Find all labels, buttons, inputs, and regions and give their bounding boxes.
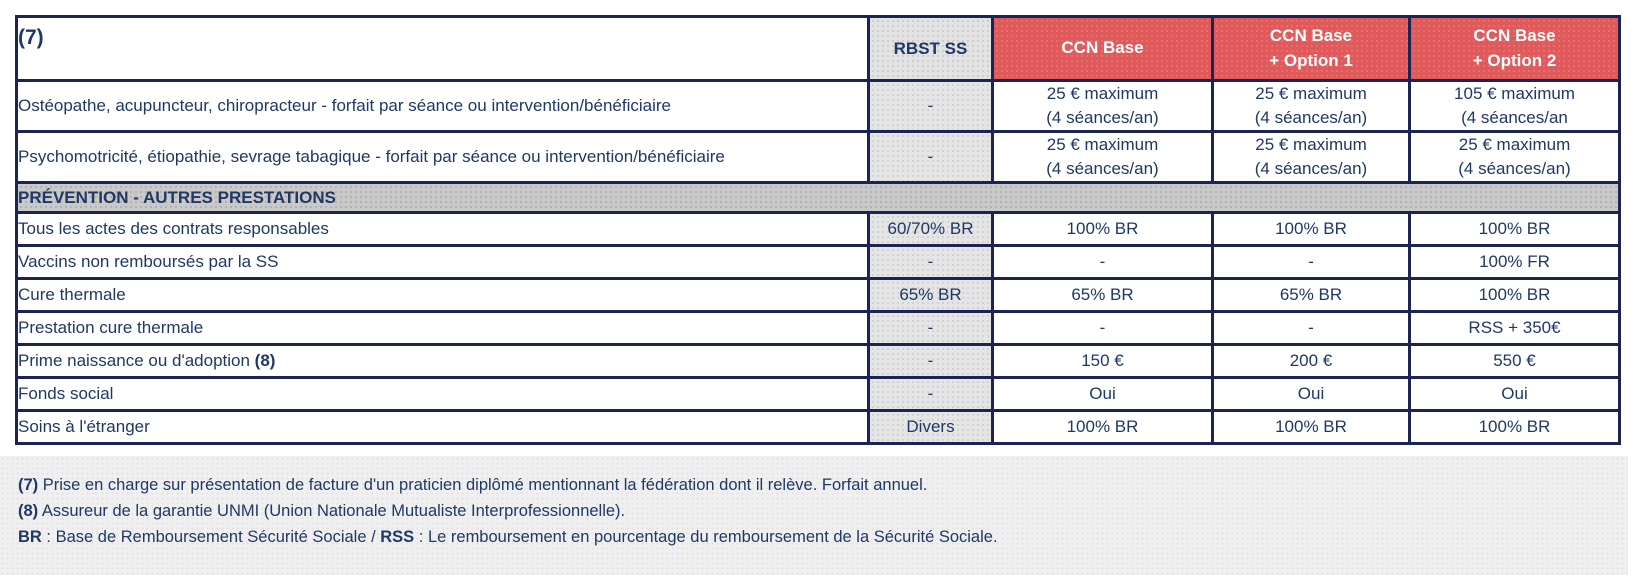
table-row: Prime naissance ou d'adoption (8) -150 €2…	[15, 343, 1621, 379]
value-cell: RSS + 350€	[1408, 310, 1621, 346]
column-header-ccn-base: CCN Base	[991, 15, 1214, 82]
footnote-line: (8) Assureur de la garantie UNMI (Union …	[18, 502, 626, 520]
value-cell: 200 €	[1211, 343, 1411, 379]
column-header-ccn-base-option-1: CCN Base + Option 1	[1211, 15, 1411, 82]
table-row: Cure thermale 65% BR 65% BR 65% BR 100% BR	[15, 277, 1621, 313]
value-cell: 105 € maximum (4 séances/an	[1408, 79, 1621, 133]
value-cell: 65% BR	[991, 277, 1214, 313]
rbst-value-cell: 60/70% BR	[867, 211, 994, 247]
value-cell: 100% BR	[1408, 277, 1621, 313]
value-cell: 25 € maximum (4 séances/an)	[991, 130, 1214, 184]
row-label: Prime naissance ou d'adoption (8)	[15, 343, 870, 379]
row-label: Cure thermale	[15, 277, 870, 313]
table-row: Tous les actes des contrats responsables…	[15, 211, 1621, 247]
value-cell: 100% BR	[1408, 409, 1621, 445]
row-label: Ostéopathe, acupuncteur, chiropracteur -…	[15, 79, 870, 133]
section-row: PRÉVENTION - AUTRES PRESTATIONS	[15, 181, 1621, 214]
row-label: Tous les actes des contrats responsables	[15, 211, 870, 247]
value-cell: 100% BR	[1211, 211, 1411, 247]
footnotes-panel: (7) Prise en charge sur présentation de …	[0, 456, 1628, 575]
row-label: Vaccins non remboursés par la SS	[15, 244, 870, 280]
value-cell: 100% BR	[991, 211, 1214, 247]
value-cell: 25 € maximum (4 séances/an)	[1211, 79, 1411, 133]
benefits-table: RBST SS CCN Base CCN Base + Option 1 CCN…	[15, 15, 1621, 445]
value-cell: 100% BR	[1211, 409, 1411, 445]
section-header-label: PRÉVENTION - AUTRES PRESTATIONS	[15, 181, 1621, 214]
rbst-value-cell: -	[867, 376, 994, 412]
row-label: Prestation cure thermale	[15, 310, 870, 346]
rbst-value-cell: -	[867, 79, 994, 133]
table-row: Fonds social - Oui Oui Oui	[15, 376, 1621, 412]
value-cell: 150 €	[991, 343, 1214, 379]
header-row: RBST SS CCN Base CCN Base + Option 1 CCN…	[15, 15, 1621, 82]
footnote-line: BR : Base de Remboursement Sécurité Soci…	[18, 528, 998, 546]
value-cell: 65% BR	[1211, 277, 1411, 313]
value-cell: Oui	[1408, 376, 1621, 412]
rbst-value-cell: -	[867, 310, 994, 346]
value-cell: 25 € maximum (4 séances/an)	[1211, 130, 1411, 184]
row-label: Fonds social	[15, 376, 870, 412]
footnote-line: (7) Prise en charge sur présentation de …	[18, 476, 928, 494]
table-row: Vaccins non remboursés par la SS - - -100% …	[15, 244, 1621, 280]
value-cell: 100% FR	[1408, 244, 1621, 280]
value-cell: -	[991, 244, 1214, 280]
table-row: Prestation cure thermale - - - RSS + 350€	[15, 310, 1621, 346]
value-cell: 550 €	[1408, 343, 1621, 379]
row-label: Soins à l'étranger	[15, 409, 870, 445]
table-body: Ostéopathe, acupuncteur, chiropracteur -…	[15, 79, 1621, 445]
value-cell: 100% BR	[991, 409, 1214, 445]
column-header-ccn-base-option-2: CCN Base + Option 2	[1408, 15, 1621, 82]
row-label: Psychomotricité, étiopathie, sevrage tab…	[15, 130, 870, 184]
value-cell: 25 € maximum (4 séances/an)	[991, 79, 1214, 133]
rbst-value-cell: -	[867, 343, 994, 379]
value-cell: 100% BR	[1408, 211, 1621, 247]
value-cell: Oui	[991, 376, 1214, 412]
value-cell: -	[991, 310, 1214, 346]
rbst-value-cell: -	[867, 130, 994, 184]
table-row: Ostéopathe, acupuncteur, chiropracteur -…	[15, 79, 1621, 133]
value-cell: -	[1211, 244, 1411, 280]
rbst-value-cell: -	[867, 244, 994, 280]
value-cell: -	[1211, 310, 1411, 346]
header-blank-cell	[15, 15, 870, 82]
rbst-value-cell: Divers	[867, 409, 994, 445]
value-cell: Oui	[1211, 376, 1411, 412]
table-row: Psychomotricité, étiopathie, sevrage tab…	[15, 130, 1621, 184]
table-row: Soins à l'étranger Divers 100% BR 100% BR 10…	[15, 409, 1621, 445]
column-header-rbst-ss: RBST SS	[867, 15, 994, 82]
rbst-value-cell: 65% BR	[867, 277, 994, 313]
value-cell: 25 € maximum (4 séances/an)	[1408, 130, 1621, 184]
